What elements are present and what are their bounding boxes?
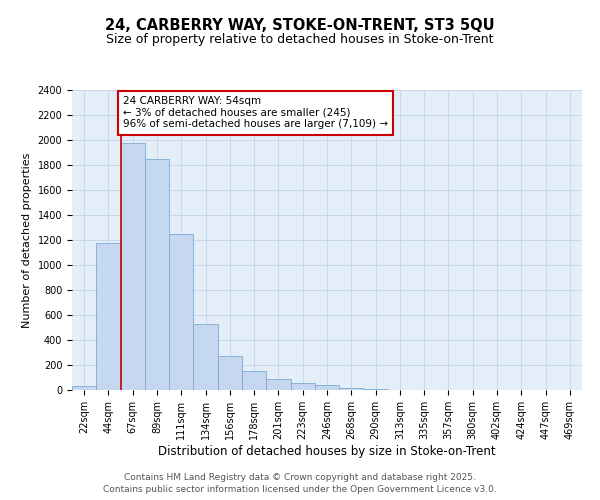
Bar: [96, 243, 121, 390]
Bar: [193, 324, 218, 390]
Bar: [242, 371, 266, 390]
Text: Contains HM Land Registry data © Crown copyright and database right 2025.: Contains HM Land Registry data © Crown c…: [124, 474, 476, 482]
Text: 24, CARBERRY WAY, STOKE-ON-TRENT, ST3 5QU: 24, CARBERRY WAY, STOKE-ON-TRENT, ST3 5Q…: [105, 18, 495, 32]
Text: Size of property relative to detached houses in Stoke-on-Trent: Size of property relative to detached ho…: [106, 32, 494, 46]
Bar: [339, 388, 364, 390]
Bar: [315, 385, 339, 390]
Bar: [72, 386, 96, 390]
Bar: [266, 379, 290, 390]
Bar: [145, 159, 169, 390]
Bar: [218, 356, 242, 390]
Bar: [169, 234, 193, 390]
Bar: [121, 143, 145, 390]
X-axis label: Distribution of detached houses by size in Stoke-on-Trent: Distribution of detached houses by size …: [158, 444, 496, 458]
Y-axis label: Number of detached properties: Number of detached properties: [22, 152, 32, 328]
Bar: [290, 383, 315, 390]
Text: Contains public sector information licensed under the Open Government Licence v3: Contains public sector information licen…: [103, 484, 497, 494]
Text: 24 CARBERRY WAY: 54sqm
← 3% of detached houses are smaller (245)
96% of semi-det: 24 CARBERRY WAY: 54sqm ← 3% of detached …: [123, 96, 388, 130]
